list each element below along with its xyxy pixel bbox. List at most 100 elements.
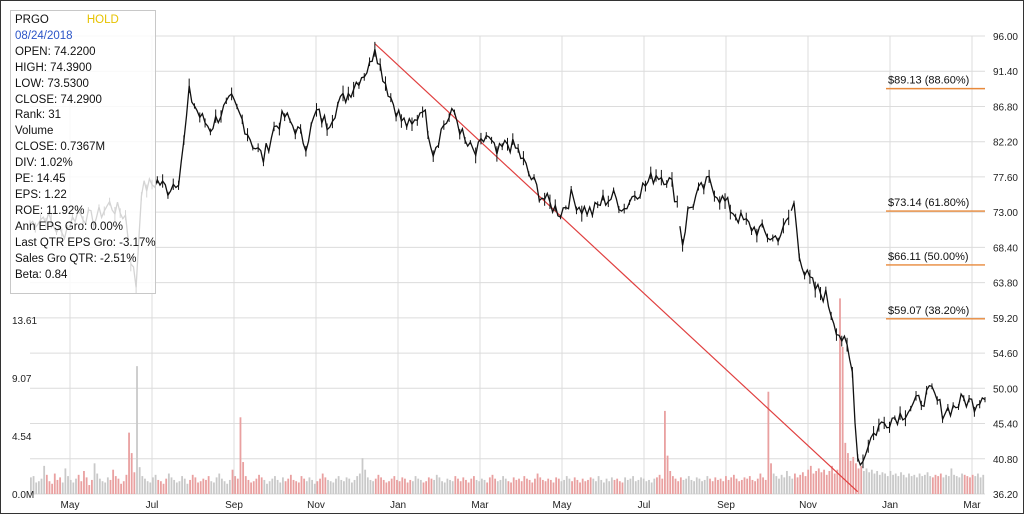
volume-bar — [897, 476, 900, 494]
volume-tick-label: 9.07 — [12, 374, 32, 385]
volume-bar — [812, 473, 815, 494]
stat-row: Volume — [15, 125, 54, 138]
stat-row: OPEN: 74.2200 — [15, 45, 96, 58]
volume-bar — [353, 479, 356, 494]
volume-bar — [908, 473, 910, 494]
volume-bar — [401, 477, 404, 494]
volume-bar — [106, 477, 109, 494]
volume-bar — [406, 482, 409, 494]
volume-bar — [677, 481, 680, 494]
volume-bar — [30, 477, 32, 494]
volume-bar — [746, 478, 749, 494]
volume-bar — [419, 479, 422, 494]
volume-bar — [228, 479, 231, 494]
volume-bar — [552, 482, 555, 494]
volume-bar — [510, 482, 512, 494]
volume-bar — [918, 473, 921, 494]
volume-bar — [685, 478, 688, 494]
volume-bar — [366, 477, 369, 494]
volume-bar — [767, 391, 770, 494]
volume-bar — [661, 478, 664, 494]
volume-bar — [390, 478, 393, 494]
volume-bar — [388, 481, 390, 494]
volume-bar — [189, 479, 191, 494]
volume-bar — [210, 481, 213, 494]
volume-bar — [343, 481, 345, 494]
volume-bar — [446, 478, 449, 494]
volume-bar — [560, 481, 563, 494]
volume-bar — [648, 479, 650, 494]
volume-bar — [595, 481, 597, 494]
volume-bar — [170, 477, 173, 494]
volume-bar — [555, 477, 558, 494]
volume-bar — [881, 472, 884, 494]
volume-bar — [534, 478, 536, 494]
volume-bar — [422, 482, 425, 494]
volume-bar — [146, 481, 149, 494]
stat-row: Last QTR EPS Gro: -3.17% — [15, 236, 156, 249]
volume-bar — [634, 481, 637, 494]
volume-bar — [772, 473, 775, 494]
volume-bar — [88, 485, 91, 494]
volume-bar — [244, 476, 247, 494]
month-tick-label: Jan — [390, 500, 406, 511]
volume-bar — [69, 479, 72, 494]
volume-bar — [356, 476, 359, 494]
volume-bar — [979, 477, 982, 494]
volume-bar — [144, 478, 146, 494]
volume-bar — [101, 481, 104, 494]
volume-bar — [327, 479, 329, 494]
volume-bar — [104, 482, 107, 494]
volume-bar — [332, 482, 335, 494]
volume-bar — [568, 478, 571, 494]
volume-bar — [369, 479, 372, 494]
volume-bar — [194, 477, 197, 494]
volume-bar — [923, 474, 926, 494]
volume-bar — [942, 477, 945, 494]
volume-bar — [438, 477, 441, 494]
volume-bar — [786, 470, 788, 494]
volume-bar — [51, 483, 54, 494]
volume-bar — [467, 482, 470, 494]
month-tick-label: Jul — [638, 500, 651, 511]
volume-bar — [876, 470, 879, 494]
volume-bar — [504, 478, 507, 494]
volume-bar — [621, 482, 624, 494]
volume-bar — [711, 481, 714, 494]
volume-bar — [117, 478, 120, 494]
volume-bar — [902, 474, 905, 494]
volume-bar — [801, 472, 804, 494]
volume-bar — [45, 474, 48, 494]
stat-row: Beta: 0.84 — [15, 268, 68, 281]
volume-bar — [576, 479, 579, 494]
volume-bar — [870, 469, 873, 494]
volume-bar — [329, 481, 332, 494]
volume-bar — [817, 468, 820, 494]
price-tick-label: 63.80 — [993, 279, 1018, 290]
volume-bar — [427, 477, 430, 494]
volume-bar — [539, 477, 542, 494]
volume-bar — [236, 478, 239, 494]
volume-bar — [130, 453, 133, 494]
trend-line-segment — [374, 43, 859, 493]
volume-bar — [754, 481, 757, 494]
volume-bar — [804, 476, 807, 494]
volume-bar — [738, 481, 741, 494]
volume-bar — [581, 478, 584, 494]
volume-bar — [963, 474, 966, 494]
volume-bar — [231, 469, 234, 494]
volume-bar — [974, 476, 977, 494]
volume-bar — [512, 477, 515, 494]
volume-bar — [457, 478, 459, 494]
volume-bar — [32, 476, 35, 494]
volume-tick-label: 0.0M — [12, 490, 34, 501]
volume-bar — [80, 481, 83, 494]
volume-bar — [149, 482, 152, 494]
volume-bar — [610, 477, 613, 494]
volume-bar — [889, 470, 892, 494]
volume-bar — [451, 481, 454, 494]
volume-bar — [573, 477, 576, 494]
volume-bar — [632, 476, 634, 494]
volume-bar — [730, 477, 733, 494]
volume-bar — [900, 472, 902, 494]
